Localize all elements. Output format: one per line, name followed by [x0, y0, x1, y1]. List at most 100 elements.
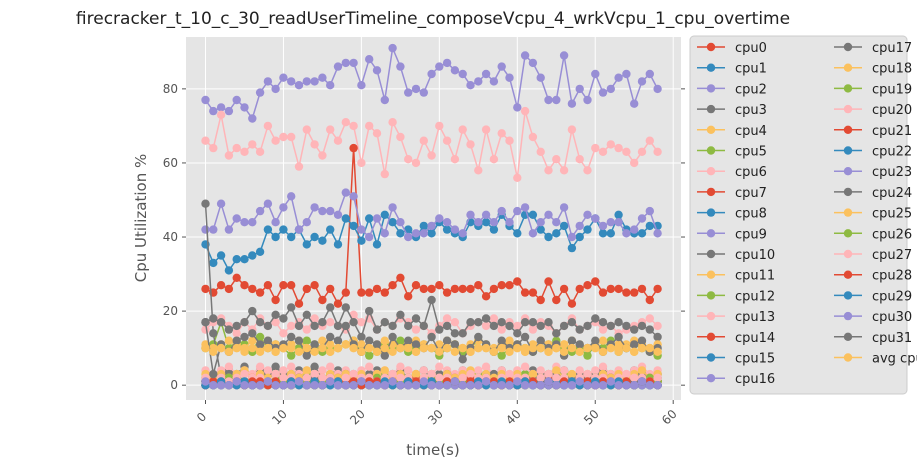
- data-point: [458, 355, 467, 364]
- data-point: [481, 377, 491, 386]
- data-point: [357, 81, 366, 90]
- legend-entry: cpu22: [834, 145, 912, 160]
- data-point: [302, 351, 311, 360]
- data-point: [302, 336, 311, 345]
- data-point: [263, 281, 273, 290]
- data-point: [435, 121, 444, 131]
- data-point: [365, 362, 374, 371]
- data-point: [201, 199, 210, 208]
- data-point: [536, 225, 545, 234]
- data-point: [559, 340, 569, 349]
- data-point: [240, 255, 249, 264]
- data-point: [248, 114, 257, 123]
- data-point: [637, 229, 647, 238]
- data-point: [435, 214, 444, 223]
- data-point: [427, 295, 436, 305]
- data-point: [450, 318, 460, 327]
- legend-entry: cpu19: [834, 82, 912, 97]
- data-point: [404, 336, 413, 345]
- data-point: [372, 129, 382, 138]
- data-point: [536, 218, 545, 227]
- data-point: [552, 343, 561, 353]
- data-point: [559, 381, 569, 390]
- data-point: [653, 229, 662, 238]
- data-point: [520, 332, 530, 342]
- data-point: [326, 318, 335, 327]
- data-point: [271, 310, 280, 319]
- series-cpu2: [201, 43, 662, 123]
- legend-marker: [843, 187, 853, 197]
- data-point: [536, 73, 545, 82]
- data-point: [645, 325, 654, 334]
- data-point: [419, 136, 428, 145]
- data-point: [255, 332, 265, 342]
- legend-marker: [706, 84, 716, 93]
- legend-label: cpu26: [872, 227, 912, 242]
- data-point: [372, 340, 382, 349]
- data-point: [419, 366, 428, 375]
- legend-marker: [706, 63, 716, 72]
- data-point: [489, 218, 499, 227]
- data-point: [201, 95, 210, 105]
- data-point: [404, 232, 413, 242]
- data-point: [372, 347, 382, 356]
- data-point: [520, 288, 530, 297]
- data-point: [271, 232, 280, 242]
- data-point: [427, 369, 436, 379]
- data-point: [466, 347, 475, 356]
- data-point: [591, 143, 600, 153]
- data-point: [450, 340, 460, 349]
- data-point: [645, 343, 654, 353]
- data-point: [497, 281, 506, 290]
- data-point: [622, 69, 631, 79]
- data-point: [622, 369, 631, 379]
- data-point: [255, 340, 265, 349]
- data-point: [287, 362, 296, 371]
- data-point: [630, 347, 639, 356]
- data-point: [513, 321, 522, 331]
- data-point: [466, 284, 475, 294]
- data-point: [341, 373, 350, 382]
- data-point: [497, 336, 506, 345]
- data-point: [450, 155, 460, 164]
- data-point: [435, 373, 444, 382]
- data-point: [357, 225, 366, 234]
- legend-marker: [843, 311, 853, 321]
- data-point: [396, 362, 405, 371]
- data-point: [279, 203, 288, 212]
- data-point: [442, 336, 452, 345]
- data-point: [474, 77, 483, 86]
- y-tick-label: 40: [163, 230, 178, 244]
- data-point: [271, 218, 280, 227]
- data-point: [606, 140, 615, 149]
- data-point: [513, 206, 522, 216]
- data-point: [606, 84, 615, 94]
- data-point: [365, 351, 374, 360]
- data-point: [396, 343, 405, 353]
- legend-entry: cpu12: [697, 289, 775, 304]
- data-point: [614, 143, 623, 153]
- data-point: [450, 377, 460, 386]
- data-point: [544, 318, 553, 327]
- data-point: [365, 343, 374, 353]
- data-point: [240, 332, 249, 342]
- data-point: [279, 343, 288, 353]
- data-point: [388, 377, 397, 386]
- data-point: [481, 292, 491, 301]
- data-point: [326, 225, 335, 234]
- data-point: [302, 325, 311, 334]
- data-point: [427, 151, 436, 160]
- data-point: [263, 366, 273, 375]
- data-point: [404, 343, 413, 353]
- data-point: [240, 281, 249, 290]
- data-point: [427, 381, 436, 390]
- data-point: [302, 77, 311, 86]
- data-point: [435, 62, 444, 71]
- data-point: [528, 132, 538, 142]
- y-tick-label: 80: [163, 82, 178, 96]
- data-point: [645, 206, 654, 216]
- data-point: [333, 321, 343, 331]
- data-point: [388, 218, 397, 227]
- data-point: [396, 381, 405, 390]
- data-point: [528, 381, 538, 390]
